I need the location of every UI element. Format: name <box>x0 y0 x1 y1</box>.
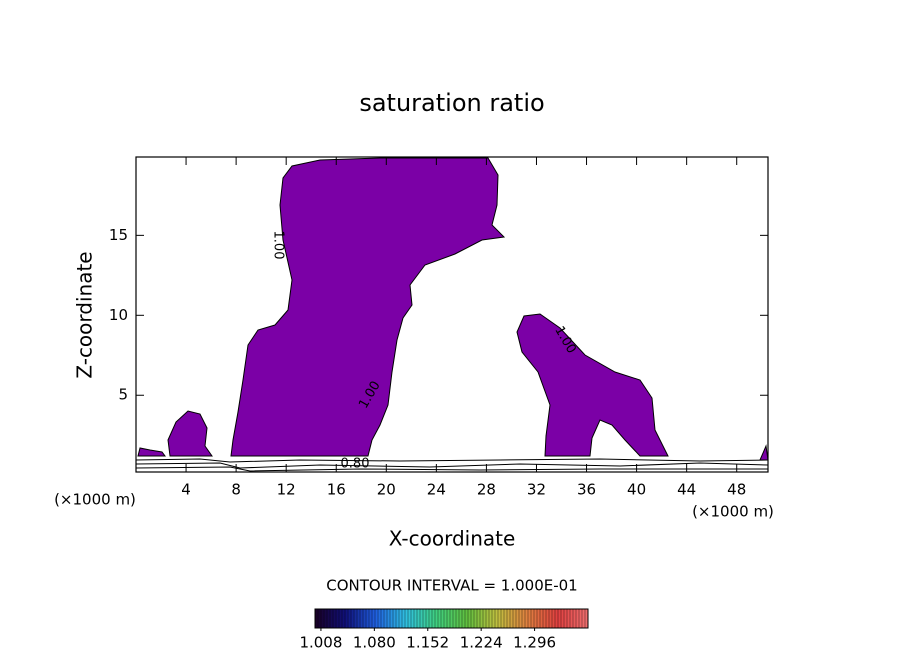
x-tick-label: 8 <box>231 481 241 499</box>
chart-title: saturation ratio <box>359 89 544 117</box>
x-tick-label: 16 <box>327 481 346 499</box>
x-tick-label: 40 <box>627 481 646 499</box>
colorbar <box>314 608 589 629</box>
x-tick-label: 44 <box>677 481 696 499</box>
saturated-region <box>516 313 669 457</box>
y-tick-label: 5 <box>118 386 128 404</box>
contour-label: 1.00 <box>271 231 286 260</box>
saturated-region <box>759 444 769 461</box>
y-axis-title: Z-coordinate <box>73 251 97 378</box>
colorbar-tick-label: 1.224 <box>460 634 503 652</box>
y-tick-label: 10 <box>109 306 128 324</box>
contour-interval: CONTOUR INTERVAL = 1.000E-01 <box>326 577 577 595</box>
saturated-region <box>167 410 213 457</box>
x-unit-label: (×1000 m) <box>692 503 774 521</box>
colorbar-tick-label: 1.008 <box>299 634 342 652</box>
colorbar-tick-label: 1.296 <box>513 634 556 652</box>
saturated-regions <box>137 157 769 461</box>
x-tick-label: 20 <box>377 481 396 499</box>
colorbar-tick-label: 1.080 <box>353 634 396 652</box>
colorbar-tick-label: 1.152 <box>406 634 449 652</box>
x-tick-label: 28 <box>477 481 496 499</box>
contour-line <box>135 462 769 469</box>
x-tick-label: 24 <box>427 481 446 499</box>
contour-lines <box>135 458 769 472</box>
x-tick-label: 32 <box>527 481 546 499</box>
contour-line <box>135 466 768 472</box>
x-tick-label: 4 <box>181 481 191 499</box>
saturated-region <box>230 157 506 457</box>
plot-frame <box>135 156 769 473</box>
contour-label: 0.80 <box>341 457 370 472</box>
y-tick-label: 15 <box>109 226 128 244</box>
x-tick-label: 12 <box>277 481 296 499</box>
x-tick-label: 36 <box>577 481 596 499</box>
contour-line <box>135 458 769 463</box>
x-axis-title: X-coordinate <box>389 527 516 551</box>
x-unit-label: (×1000 m) <box>54 491 136 509</box>
x-tick-label: 48 <box>727 481 746 499</box>
saturated-region <box>137 447 166 457</box>
